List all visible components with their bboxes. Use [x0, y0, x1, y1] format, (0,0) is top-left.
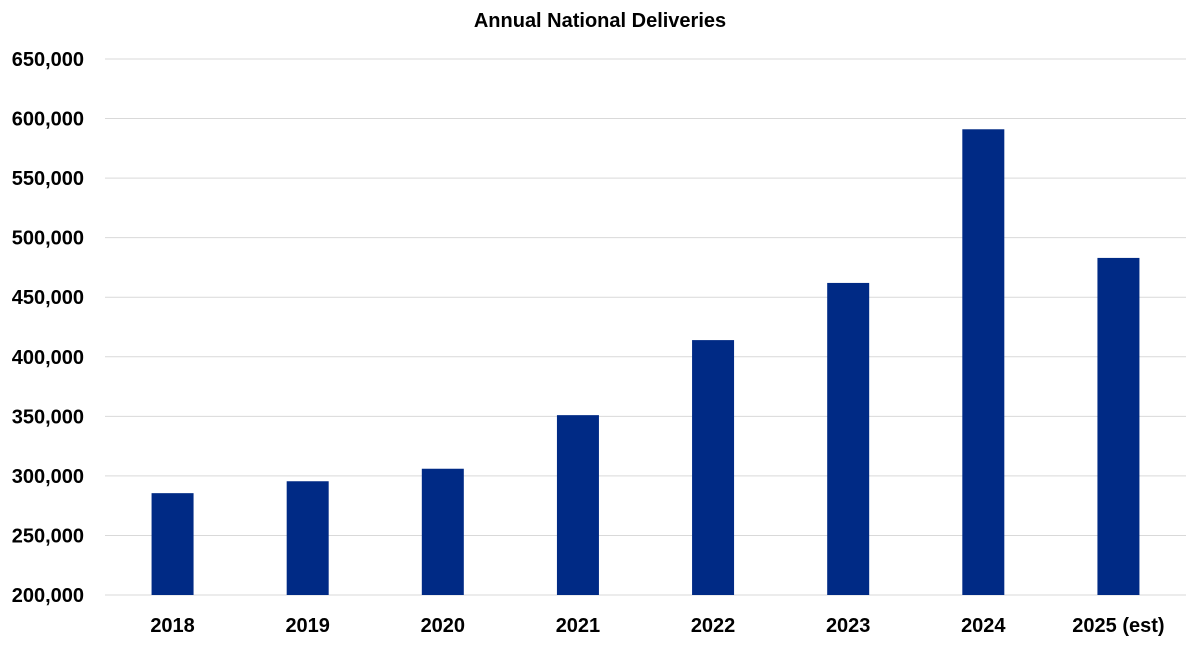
y-tick-label: 250,000 [12, 525, 84, 547]
y-tick-label: 400,000 [12, 347, 84, 369]
y-tick-label: 650,000 [12, 49, 84, 71]
y-tick-label: 450,000 [12, 287, 84, 309]
x-tick-label: 2022 [691, 615, 736, 637]
bar [827, 282, 870, 595]
y-tick-label: 600,000 [12, 109, 84, 131]
x-tick-label: 2025 (est) [1072, 615, 1164, 637]
bar [556, 415, 599, 595]
gridlines [105, 58, 1186, 596]
bar [962, 129, 1005, 595]
y-tick-label: 300,000 [12, 466, 84, 488]
x-tick-label: 2023 [826, 615, 871, 637]
chart-title: Annual National Deliveries [473, 10, 727, 32]
y-tick-label: 550,000 [12, 168, 84, 190]
bar [421, 468, 464, 595]
x-tick-label: 2019 [285, 615, 330, 637]
x-tick-label: 2020 [421, 615, 466, 637]
x-axis-ticks: 2018 2019 2020 2021 2022 2023 2024 2025 (est) [150, 615, 1164, 637]
y-tick-label: 350,000 [12, 406, 84, 428]
y-axis-ticks: 200,000 250,000 300,000 350,000 400,000 450,0… [12, 49, 84, 607]
y-tick-label: 200,000 [12, 585, 84, 607]
y-tick-label: 500,000 [12, 228, 84, 250]
bar [692, 340, 735, 595]
bar [1097, 257, 1140, 595]
bar [286, 481, 329, 595]
bar [151, 493, 194, 595]
bars [151, 129, 1140, 595]
x-tick-label: 2018 [150, 615, 195, 637]
x-tick-label: 2021 [556, 615, 601, 637]
x-tick-label: 2024 [961, 615, 1006, 637]
